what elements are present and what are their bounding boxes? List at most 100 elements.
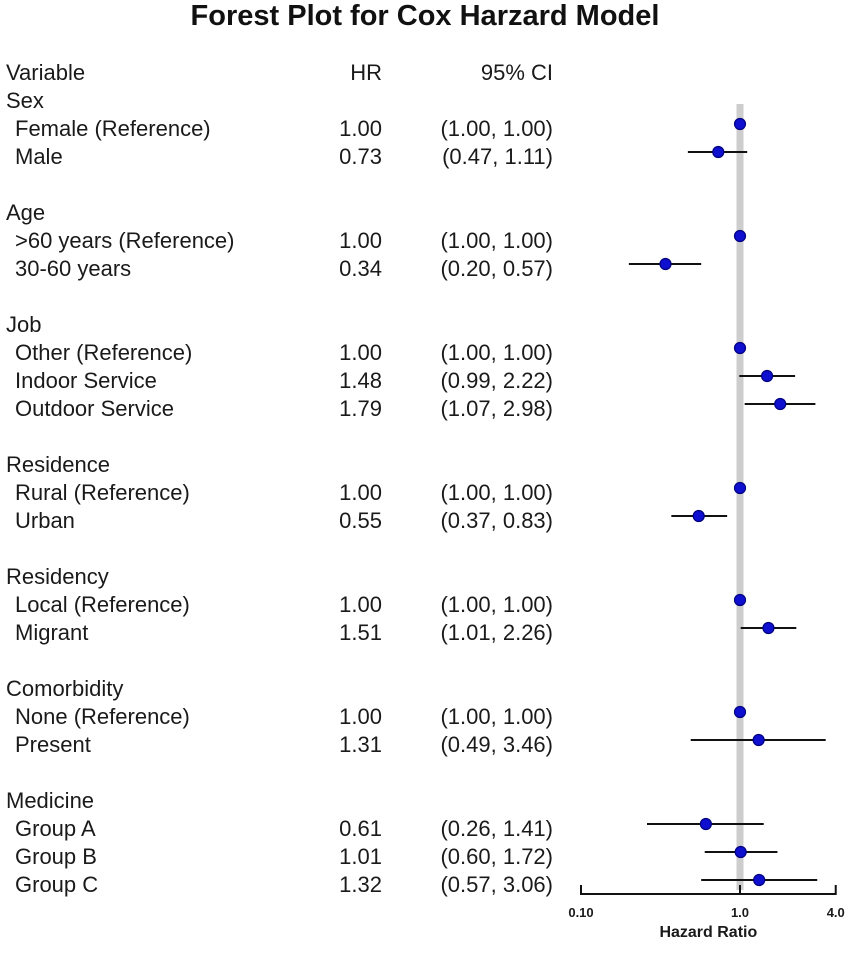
forest-row: Group B 1.01 (0.60, 1.72) [0,844,560,871]
group-label: Age [6,200,46,225]
hr-value: 0.61 [339,816,382,841]
forest-row: Local (Reference) 1.00 (1.00, 1.00) [0,592,560,619]
group-header-row: Job [0,312,560,339]
column-header-variable: Variable [6,60,86,85]
hr-value: 1.00 [339,704,382,729]
forest-row: Female (Reference) 1.00 (1.00, 1.00) [0,116,560,143]
hr-point [733,229,747,243]
ci-value: (0.49, 3.46) [440,732,553,757]
hr-point [774,397,787,411]
ci-value: (1.00, 1.00) [440,480,553,505]
hr-point [752,733,765,747]
x-tick-label: 4.0 [827,905,845,920]
hr-value: 1.00 [339,480,382,505]
group-label: Comorbidity [6,676,124,701]
ci-value: (0.20, 0.57) [440,256,553,281]
forest-row: Present 1.31 (0.49, 3.46) [0,732,560,759]
hr-value: 0.73 [339,144,382,169]
row-label: Other (Reference) [15,340,193,365]
group-header-row: Sex [0,88,560,115]
hr-value: 0.34 [339,256,382,281]
forest-row: Urban 0.55 (0.37, 0.83) [0,508,560,535]
group-header-row: Age [0,200,560,227]
group-label: Job [6,312,42,337]
forest-row: None (Reference) 1.00 (1.00, 1.00) [0,704,560,731]
group-header-row: Comorbidity [0,676,560,703]
row-label: None (Reference) [15,704,190,729]
row-label: >60 years (Reference) [15,228,235,253]
hr-point [762,621,775,635]
forest-row: Indoor Service 1.48 (0.99, 2.22) [0,368,560,395]
group-header-row: Residence [0,452,560,479]
hr-value: 1.79 [339,396,382,421]
ci-value: (1.00, 1.00) [440,116,553,141]
ci-value: (1.00, 1.00) [440,340,553,365]
hr-point [692,509,705,523]
ci-value: (1.00, 1.00) [440,592,553,617]
row-label: Rural (Reference) [15,480,190,505]
hr-value: 1.32 [339,872,382,897]
forest-row: Outdoor Service 1.79 (1.07, 2.98) [0,396,560,423]
column-header-hr: HR [350,60,382,85]
hr-point [699,817,712,831]
x-tick-label: 0.10 [568,905,593,920]
hr-point [733,593,747,607]
hr-point [753,873,766,887]
x-axis [580,885,837,895]
ci-value: (1.07, 2.98) [440,396,553,421]
row-label: Group C [15,872,99,897]
row-label: Urban [15,508,75,533]
forest-row: 30-60 years 0.34 (0.20, 0.57) [0,256,560,283]
forest-row: >60 years (Reference) 1.00 (1.00, 1.00) [0,228,560,255]
ci-value: (0.47, 1.11) [442,144,553,169]
ci-value: (0.60, 1.72) [440,844,553,869]
row-label: Group B [15,844,97,869]
ci-value: (0.26, 1.41) [440,816,553,841]
forest-row: Rural (Reference) 1.00 (1.00, 1.00) [0,480,560,507]
row-label: Group A [15,816,96,841]
group-label: Sex [6,88,44,113]
hr-value: 1.48 [339,368,382,393]
x-tick-label: 1.0 [731,905,749,920]
row-label: Present [15,732,91,757]
hr-point [734,845,747,859]
hr-value: 1.00 [339,116,382,141]
forest-row: Migrant 1.51 (1.01, 2.26) [0,620,560,647]
hr-point [733,117,747,131]
hr-point [733,481,747,495]
table-header-row: Variable HR 95% CI [0,60,560,87]
hr-value: 1.01 [339,844,382,869]
group-label: Residence [6,452,110,477]
group-header-row: Medicine [0,788,560,815]
hr-point [659,257,672,271]
row-label: Male [15,144,63,169]
hr-point [733,705,747,719]
row-label: Indoor Service [15,368,157,393]
row-label: Migrant [15,620,89,645]
forest-row: Group C 1.32 (0.57, 3.06) [0,872,560,899]
hr-point [733,341,747,355]
ci-value: (1.00, 1.00) [440,228,553,253]
ci-value: (0.57, 3.06) [440,872,553,897]
hr-value: 1.00 [339,228,382,253]
group-label: Residency [6,564,109,589]
hr-point [712,145,725,159]
hr-value: 1.31 [339,732,382,757]
ci-value: (0.37, 0.83) [440,508,553,533]
row-label: Outdoor Service [15,396,174,421]
forest-row: Other (Reference) 1.00 (1.00, 1.00) [0,340,560,367]
ci-value: (0.99, 2.22) [440,368,553,393]
hr-value: 0.55 [339,508,382,533]
hr-value: 1.00 [339,340,382,365]
forest-row: Group A 0.61 (0.26, 1.41) [0,816,560,843]
row-label: Female (Reference) [15,116,211,141]
row-label: Local (Reference) [15,592,190,617]
hr-point [760,369,774,383]
ci-value: (1.01, 2.26) [440,620,553,645]
group-label: Medicine [6,788,95,813]
hr-value: 1.00 [339,592,382,617]
row-label: 30-60 years [15,256,132,281]
chart-title: Forest Plot for Cox Harzard Model [190,0,660,32]
reference-line [736,104,744,890]
